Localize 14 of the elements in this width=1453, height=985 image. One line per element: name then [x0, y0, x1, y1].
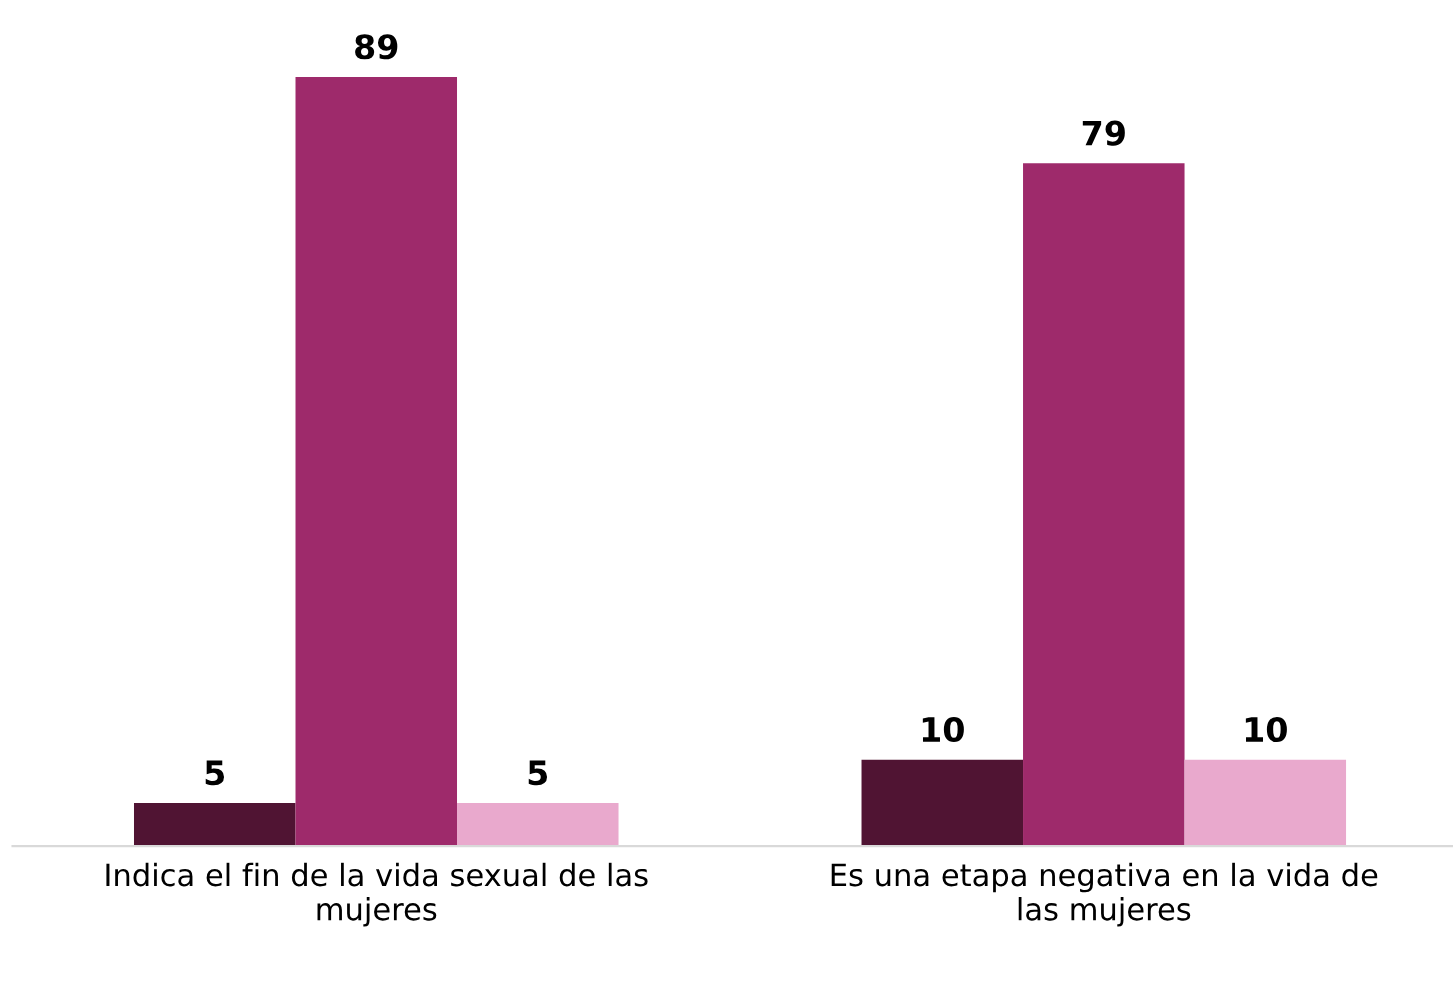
x-tick-label: Indica el fin de la vida sexual de las mujeres — [106, 862, 648, 927]
bar — [133, 802, 296, 847]
bar — [457, 802, 619, 847]
bar — [295, 76, 458, 847]
data-label: 79 — [1082, 120, 1125, 146]
data-label: 10 — [922, 716, 964, 743]
bar — [861, 759, 1024, 847]
data-label: 10 — [1245, 716, 1287, 743]
data-label: 5 — [528, 760, 548, 786]
data-label: 5 — [205, 760, 225, 786]
bar — [1184, 759, 1347, 847]
bar — [1023, 163, 1185, 847]
data-label: 89 — [355, 34, 398, 60]
x-tick-label: Es una etapa negativa en la vida de las mujeres — [831, 862, 1378, 927]
